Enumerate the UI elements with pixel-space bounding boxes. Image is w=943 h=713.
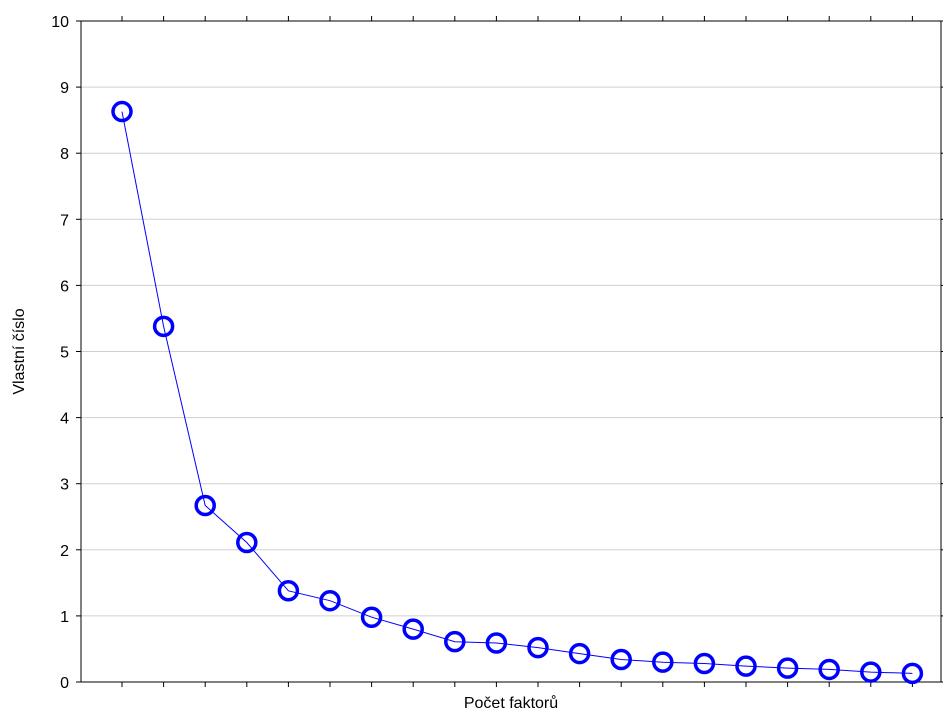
y-tick-label: 1 <box>60 609 69 626</box>
y-axis-tick-labels: 0 1 2 3 4 5 6 7 8 9 10 <box>51 14 69 692</box>
y-tick-label: 0 <box>60 675 69 692</box>
x-axis-ticks <box>121 16 913 687</box>
data-point-marker <box>610 648 632 671</box>
data-point-marker <box>444 630 466 653</box>
data-point-marker <box>277 580 300 602</box>
data-point-marker <box>360 606 383 628</box>
y-tick-label: 3 <box>60 477 69 494</box>
y-tick-label: 8 <box>60 146 69 163</box>
data-point-marker <box>527 636 549 659</box>
y-tick-label: 4 <box>60 411 69 428</box>
eigenvalue-line <box>121 111 913 674</box>
data-point-marker <box>485 632 508 654</box>
y-axis-label: Vlastní číslo <box>11 308 28 394</box>
eigenvalue-markers <box>111 100 924 685</box>
y-axis-ticks <box>76 20 943 683</box>
data-point-marker <box>735 655 757 677</box>
data-point-marker <box>152 315 175 338</box>
data-point-marker <box>319 589 341 612</box>
y-tick-label: 6 <box>60 278 69 295</box>
y-tick-label: 5 <box>60 345 69 362</box>
gridlines <box>81 86 941 617</box>
y-tick-label: 9 <box>60 80 69 97</box>
data-point-marker <box>568 642 591 665</box>
data-point-marker <box>194 494 216 517</box>
y-tick-label: 7 <box>60 212 69 229</box>
data-point-marker <box>901 662 924 685</box>
plot-frame <box>80 20 942 683</box>
data-point-marker <box>860 661 882 683</box>
y-tick-label: 2 <box>60 543 69 560</box>
data-point-marker <box>402 618 424 640</box>
data-point-marker <box>818 658 840 681</box>
data-point-marker <box>652 651 674 673</box>
y-tick-label: 10 <box>51 14 69 31</box>
data-point-marker <box>693 652 716 675</box>
data-point-marker <box>111 100 133 123</box>
data-point-marker <box>236 531 258 554</box>
x-axis-label: Počet faktorů <box>464 694 558 712</box>
data-point-marker <box>776 657 799 679</box>
